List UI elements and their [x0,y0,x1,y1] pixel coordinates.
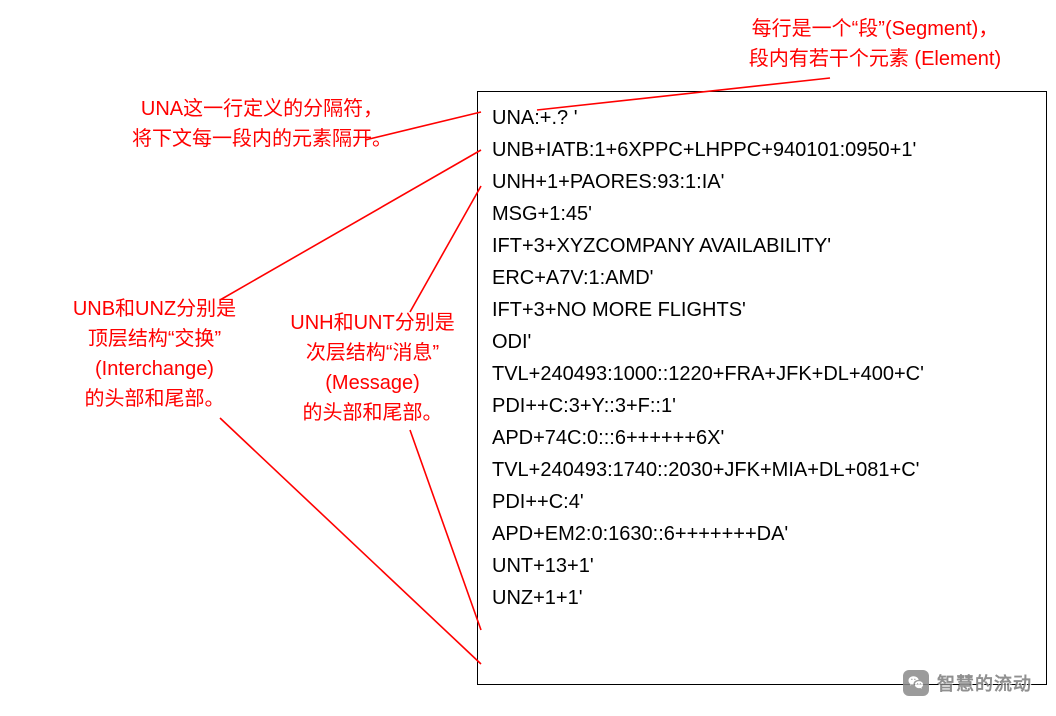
annotation-unb-unz: UNB和UNZ分别是 顶层结构“交换” (Interchange) 的头部和尾部… [52,294,257,414]
connector-line [220,150,481,300]
annotation-line: 的头部和尾部。 [303,402,443,424]
annotation-line: (Interchange) [95,358,214,380]
annotation-line: UNH和UNT分别是 [290,312,454,334]
wechat-icon [903,670,929,696]
code-line: ODI' [492,326,1032,358]
annotation-line: UNB和UNZ分别是 [73,298,236,320]
annotation-line: 顶层结构“交换” [88,328,221,350]
annotation-line: 的头部和尾部。 [85,388,225,410]
code-line: PDI++C:4' [492,486,1032,518]
code-line: TVL+240493:1740::2030+JFK+MIA+DL+081+C' [492,454,1032,486]
code-line: UNB+IATB:1+6XPPC+LHPPC+940101:0950+1' [492,134,1032,166]
annotation-line: 每行是一个“段”(Segment)， [752,18,999,40]
annotation-line: 段内有若干个元素 (Element) [749,48,1001,70]
annotation-unh-unt: UNH和UNT分别是 次层结构“消息” (Message) 的头部和尾部。 [270,308,475,428]
code-line: IFT+3+NO MORE FLIGHTS' [492,294,1032,326]
annotation-una: UNA这一行定义的分隔符， 将下文每一段内的元素隔开。 [92,94,432,154]
annotation-line: 将下文每一段内的元素隔开。 [132,128,392,150]
code-line: UNT+13+1' [492,550,1032,582]
code-line: UNZ+1+1' [492,582,1032,614]
annotation-line: (Message) [325,372,419,394]
code-line: TVL+240493:1000::1220+FRA+JFK+DL+400+C' [492,358,1032,390]
annotation-line: UNA这一行定义的分隔符， [141,98,383,120]
wechat-icon-svg [907,674,925,692]
code-line: UNH+1+PAORES:93:1:IA' [492,166,1032,198]
annotation-segment-explain: 每行是一个“段”(Segment)， 段内有若干个元素 (Element) [720,14,1030,74]
watermark-text: 智慧的流动 [937,670,1032,696]
connector-line [410,186,481,312]
diagram-stage: UNA:+.? 'UNB+IATB:1+6XPPC+LHPPC+940101:0… [0,0,1056,716]
code-line: APD+74C:0:::6++++++6X' [492,422,1032,454]
code-line: IFT+3+XYZCOMPANY AVAILABILITY' [492,230,1032,262]
code-line: UNA:+.? ' [492,102,1032,134]
code-line: MSG+1:45' [492,198,1032,230]
code-line: ERC+A7V:1:AMD' [492,262,1032,294]
connector-line [410,430,481,630]
code-line: PDI++C:3+Y::3+F::1' [492,390,1032,422]
code-line: APD+EM2:0:1630::6+++++++DA' [492,518,1032,550]
edi-code-box: UNA:+.? 'UNB+IATB:1+6XPPC+LHPPC+940101:0… [477,91,1047,685]
watermark: 智慧的流动 [903,670,1032,696]
annotation-line: 次层结构“消息” [306,342,439,364]
connector-line [220,418,481,664]
